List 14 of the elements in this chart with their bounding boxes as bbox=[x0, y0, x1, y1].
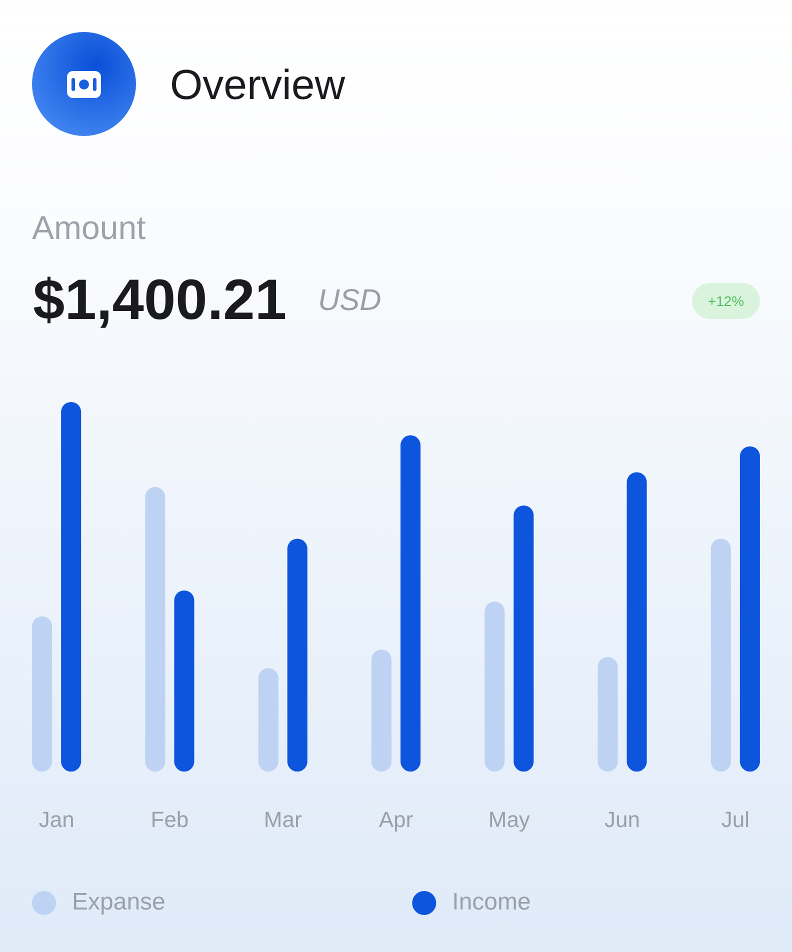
x-tick-label: Jan bbox=[38, 806, 74, 832]
x-tick-label: May bbox=[488, 806, 530, 832]
x-tick-label: Apr bbox=[378, 806, 414, 832]
x-tick-label: Jul bbox=[721, 806, 750, 832]
x-tick-label: Mar bbox=[264, 806, 302, 832]
text: USD bbox=[318, 284, 382, 317]
legend-label: Expanse bbox=[72, 888, 166, 916]
chart-title: Overview bbox=[170, 61, 346, 108]
text: $1,400.21 bbox=[33, 268, 287, 332]
badge: +12% bbox=[692, 283, 760, 319]
x-tick-label: Feb bbox=[150, 806, 189, 832]
legend-label: Income bbox=[452, 888, 531, 916]
x-tick-label: Jun bbox=[604, 806, 640, 832]
chart-subtitle: Amount bbox=[32, 209, 146, 246]
